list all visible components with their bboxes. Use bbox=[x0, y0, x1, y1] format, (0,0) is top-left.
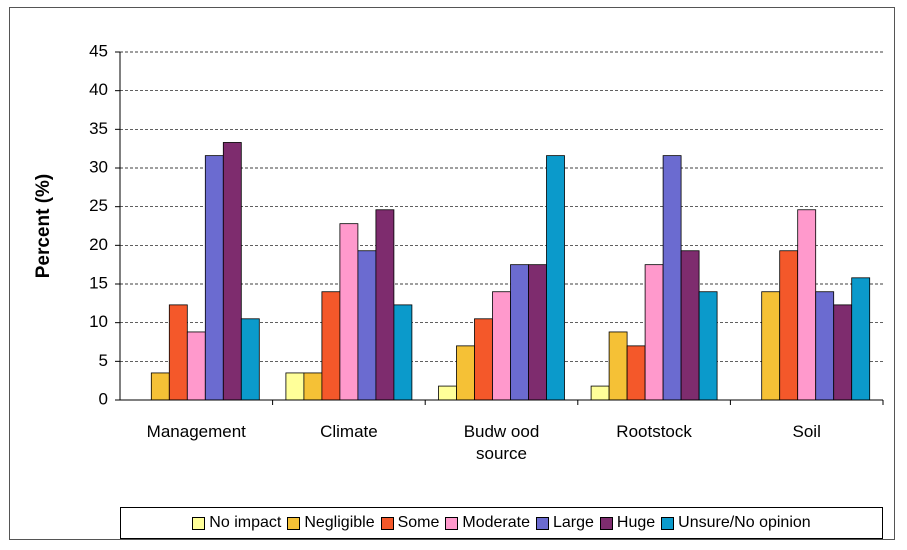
bar bbox=[303, 372, 323, 401]
bar bbox=[186, 331, 206, 401]
legend-label: Some bbox=[397, 514, 440, 531]
x-tick-label: Soil bbox=[792, 422, 821, 441]
legend-swatch bbox=[192, 516, 206, 530]
bar bbox=[222, 142, 242, 401]
bar bbox=[761, 291, 781, 401]
x-tick-label: Climate bbox=[320, 422, 378, 441]
y-tick-label: 45 bbox=[89, 41, 108, 60]
bar bbox=[590, 385, 610, 401]
bar bbox=[357, 250, 377, 401]
bar bbox=[510, 264, 529, 401]
bar bbox=[662, 155, 682, 401]
legend-swatch bbox=[445, 516, 459, 530]
legend-swatch bbox=[535, 516, 549, 530]
legend-swatch bbox=[380, 516, 394, 530]
y-tick-label: 40 bbox=[89, 80, 108, 99]
bar bbox=[285, 372, 305, 401]
bar bbox=[150, 372, 170, 401]
y-tick-label: 0 bbox=[99, 389, 108, 408]
bar bbox=[644, 264, 664, 401]
y-tick-label: 5 bbox=[99, 351, 108, 370]
bar bbox=[474, 318, 493, 401]
x-tick-label: Budw ood source bbox=[463, 422, 540, 463]
bar bbox=[626, 345, 646, 401]
x-tick-label: Rootstock bbox=[616, 422, 692, 441]
bar bbox=[339, 223, 359, 401]
bar bbox=[528, 264, 547, 401]
legend-label: Negligible bbox=[304, 514, 375, 531]
bar bbox=[815, 291, 835, 401]
y-tick-label: 20 bbox=[89, 235, 108, 254]
bar bbox=[546, 155, 565, 401]
bar bbox=[438, 385, 457, 401]
bar bbox=[204, 155, 224, 401]
legend-label: Unsure/No opinion bbox=[678, 514, 811, 531]
legend-item: No impact bbox=[192, 514, 281, 532]
y-tick-label: 25 bbox=[89, 196, 108, 215]
x-tick-label: Management bbox=[146, 422, 246, 441]
legend-item: Negligible bbox=[287, 514, 375, 532]
legend-label: No impact bbox=[209, 514, 282, 531]
legend-swatch bbox=[661, 516, 675, 530]
bar bbox=[680, 250, 700, 401]
y-tick-label: 30 bbox=[89, 157, 108, 176]
chart-frame bbox=[9, 7, 895, 540]
bar bbox=[375, 209, 395, 401]
bar bbox=[797, 209, 817, 401]
legend-item: Huge bbox=[599, 514, 656, 532]
y-axis-label: Percent (%) bbox=[33, 174, 54, 279]
legend-label: Huge bbox=[616, 514, 656, 531]
bar bbox=[393, 304, 413, 401]
bar bbox=[321, 291, 341, 401]
legend-label: Large bbox=[552, 514, 594, 531]
bar bbox=[851, 277, 871, 401]
legend-item: Large bbox=[535, 514, 594, 532]
legend-swatch bbox=[599, 516, 613, 530]
y-tick-label: 10 bbox=[89, 312, 108, 331]
legend-item: Moderate bbox=[445, 514, 530, 532]
legend-item: Unsure/No opinion bbox=[661, 514, 811, 532]
bar bbox=[240, 318, 260, 401]
bar bbox=[492, 291, 511, 401]
bar bbox=[456, 345, 475, 401]
y-tick-label: 15 bbox=[89, 273, 108, 292]
bar bbox=[779, 250, 799, 401]
bar bbox=[168, 304, 188, 401]
y-tick-label: 35 bbox=[89, 119, 108, 138]
bar bbox=[833, 304, 853, 401]
bar bbox=[608, 331, 628, 401]
bar bbox=[698, 291, 718, 401]
legend-swatch bbox=[287, 516, 301, 530]
legend: No impact Negligible Some Moderate Large Huge… bbox=[120, 507, 883, 539]
legend-label: Moderate bbox=[462, 514, 530, 531]
legend-item: Some bbox=[380, 514, 440, 532]
